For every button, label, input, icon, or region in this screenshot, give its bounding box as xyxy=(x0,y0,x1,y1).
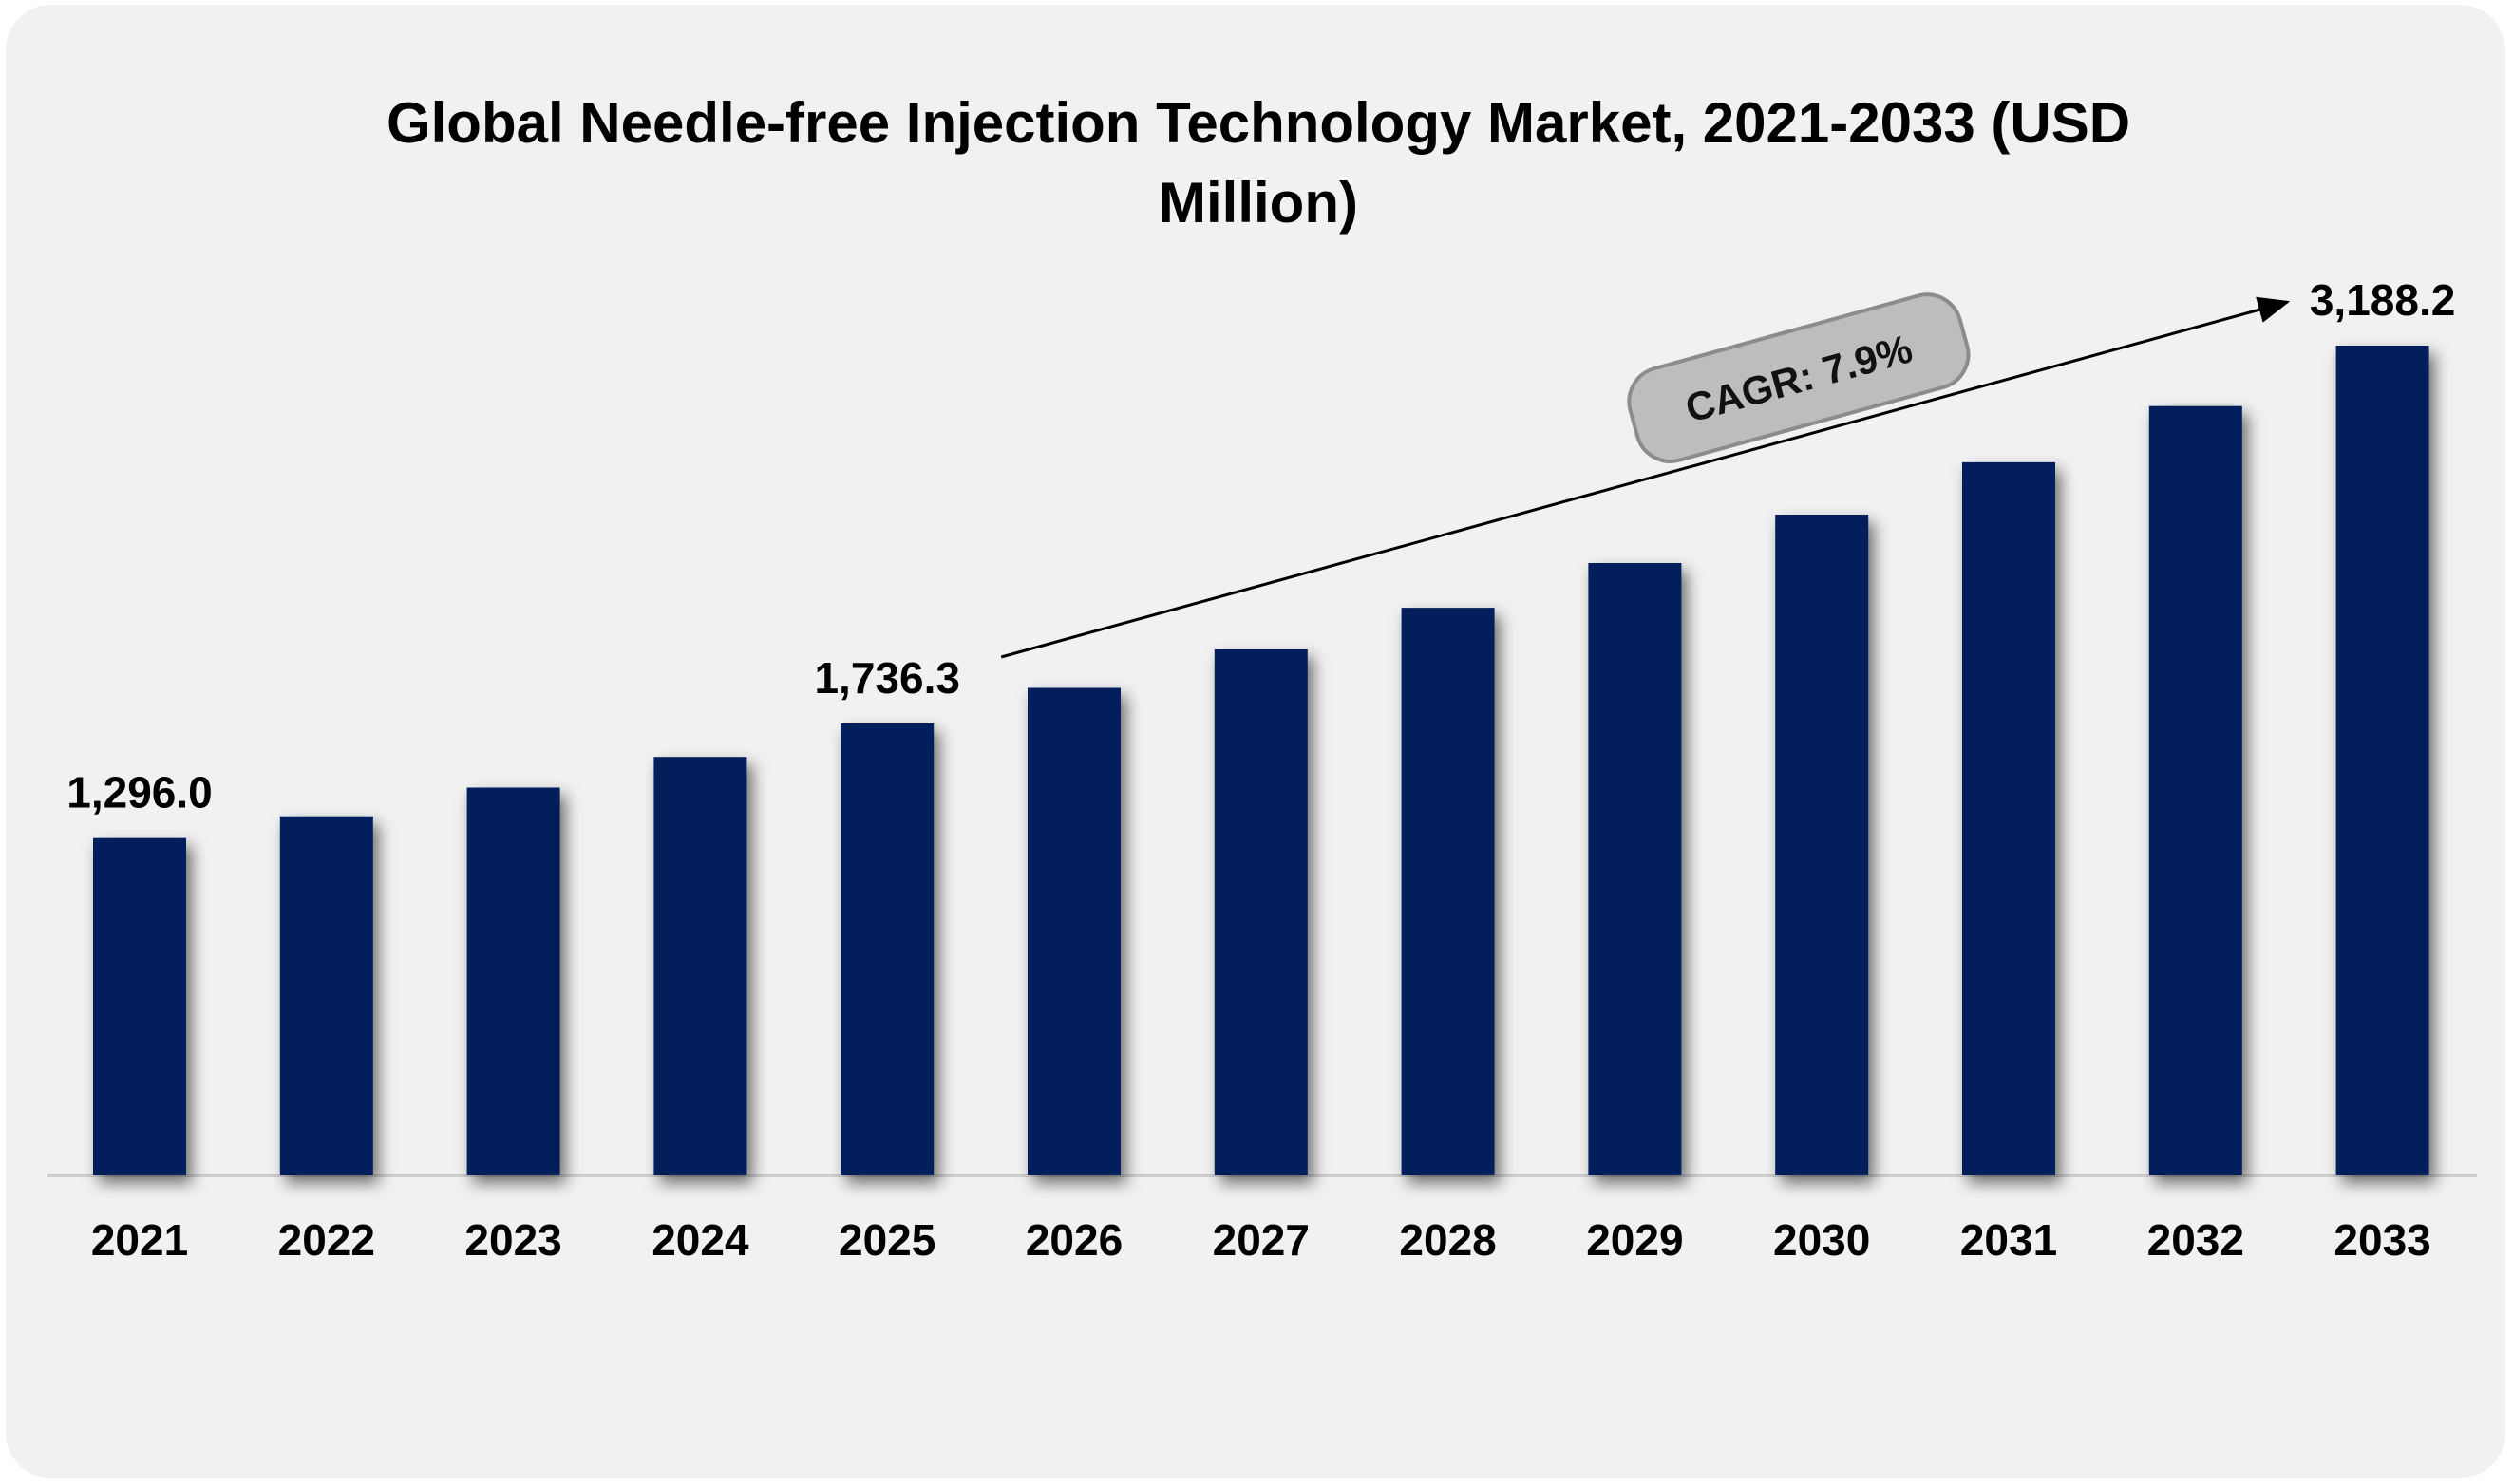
data-label-2025: 1,736.3 xyxy=(814,653,959,703)
cagr-badge-background xyxy=(1627,292,1971,463)
x-tick-label: 2030 xyxy=(1773,1215,1870,1265)
bar-series xyxy=(93,346,2429,1175)
x-tick-label: 2025 xyxy=(839,1215,935,1265)
x-axis-ticks: 2021 2022 2023 2024 2025 2026 2027 2028 2029 2030… xyxy=(91,1215,2431,1265)
bar-2030 xyxy=(1775,515,1869,1175)
x-tick-label: 2028 xyxy=(1399,1215,1496,1265)
data-labels: 1,296.0 1,736.3 3,188.2 xyxy=(66,275,2455,817)
x-tick-label: 2021 xyxy=(91,1215,188,1265)
cagr-arrow xyxy=(1000,296,2291,659)
bar-2033 xyxy=(2335,346,2429,1175)
bar-2028 xyxy=(1401,608,1495,1175)
x-tick-label: 2032 xyxy=(2147,1215,2244,1265)
data-label-2033: 3,188.2 xyxy=(2310,275,2455,325)
x-tick-label: 2022 xyxy=(278,1215,375,1265)
x-tick-label: 2031 xyxy=(1960,1215,2057,1265)
x-tick-label: 2026 xyxy=(1026,1215,1123,1265)
data-label-2021: 1,296.0 xyxy=(66,768,212,817)
bar-2025 xyxy=(841,723,935,1175)
bar-2026 xyxy=(1028,687,1121,1175)
bar-2031 xyxy=(1962,461,2055,1175)
x-tick-label: 2023 xyxy=(464,1215,561,1265)
cagr-annotation: CAGR: 7.9% xyxy=(1000,292,2291,659)
x-tick-label: 2029 xyxy=(1586,1215,1683,1265)
bar-2021 xyxy=(93,837,186,1175)
x-tick-label: 2033 xyxy=(2334,1215,2430,1265)
x-tick-label: 2027 xyxy=(1213,1215,1310,1265)
bar-2022 xyxy=(279,816,373,1175)
bar-2027 xyxy=(1214,649,1308,1175)
bar-2032 xyxy=(2148,405,2242,1175)
bar-2029 xyxy=(1588,563,1682,1175)
x-tick-label: 2024 xyxy=(652,1215,749,1265)
cagr-badge: CAGR: 7.9% xyxy=(1627,292,1971,463)
chart-title: Global Needle-free Injection Technology … xyxy=(386,91,2131,235)
bar-2023 xyxy=(466,787,560,1175)
bar-2024 xyxy=(653,757,747,1175)
